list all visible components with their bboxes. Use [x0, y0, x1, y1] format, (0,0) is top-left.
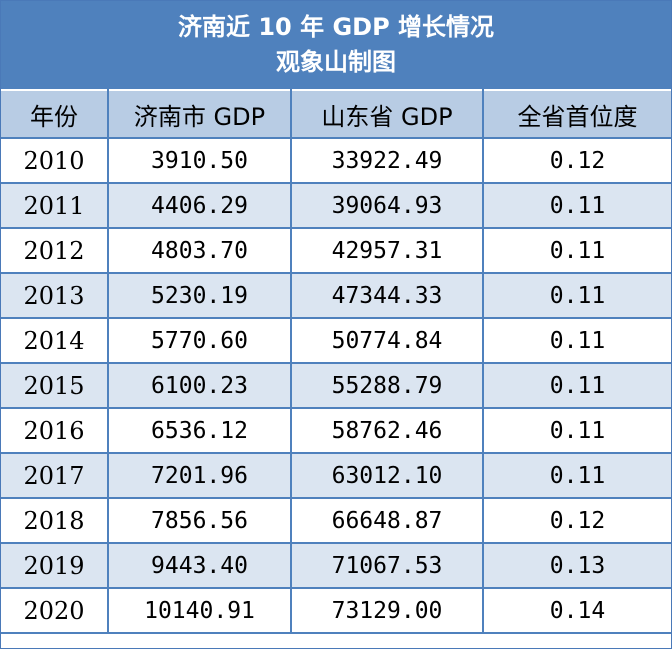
- column-header-year: 年份: [1, 89, 109, 139]
- cell-jinan-gdp: 5770.60: [108, 317, 292, 364]
- cell-primacy: 0.11: [483, 182, 671, 229]
- cell-shandong-gdp: 71067.53: [291, 542, 484, 589]
- table-title: 济南近 10 年 GDP 增长情况: [177, 13, 495, 41]
- cell-jinan-gdp: 5230.19: [108, 272, 292, 319]
- cell-jinan-gdp: 7856.56: [108, 497, 292, 544]
- cell-primacy: 0.12: [483, 137, 671, 184]
- cell-shandong-gdp: 39064.93: [291, 182, 484, 229]
- cell-year: 2014: [1, 317, 109, 364]
- cell-primacy: 0.11: [483, 452, 671, 499]
- cell-jinan-gdp: 9443.40: [108, 542, 292, 589]
- cell-primacy: 0.14: [483, 587, 671, 634]
- table-header-row: 年份 济南市 GDP 山东省 GDP 全省首位度: [1, 89, 671, 139]
- cell-shandong-gdp: 33922.49: [291, 137, 484, 184]
- table-row: 2012 4803.70 42957.31 0.11: [1, 227, 671, 274]
- table-subtitle: 观象山制图: [276, 48, 396, 76]
- table-row: 2010 3910.50 33922.49 0.12: [1, 137, 671, 184]
- cell-jinan-gdp: 7201.96: [108, 452, 292, 499]
- cell-jinan-gdp: 6536.12: [108, 407, 292, 454]
- cell-year: 2020: [1, 587, 109, 634]
- table-row: 2015 6100.23 55288.79 0.11: [1, 362, 671, 409]
- table-row: 2017 7201.96 63012.10 0.11: [1, 452, 671, 499]
- table-title-band: 济南近 10 年 GDP 增长情况 观象山制图: [1, 1, 671, 89]
- cell-primacy: 0.11: [483, 317, 671, 364]
- cell-year: 2012: [1, 227, 109, 274]
- table-body: 2010 3910.50 33922.49 0.12 2011 4406.29 39064.…: [1, 137, 671, 634]
- cell-year: 2019: [1, 542, 109, 589]
- table-row: 2019 9443.40 71067.53 0.13: [1, 542, 671, 589]
- cell-jinan-gdp: 3910.50: [108, 137, 292, 184]
- cell-year: 2011: [1, 182, 109, 229]
- cell-primacy: 0.11: [483, 272, 671, 319]
- cell-primacy: 0.11: [483, 362, 671, 409]
- cell-shandong-gdp: 66648.87: [291, 497, 484, 544]
- cell-shandong-gdp: 42957.31: [291, 227, 484, 274]
- cell-shandong-gdp: 50774.84: [291, 317, 484, 364]
- column-header-primacy: 全省首位度: [483, 89, 671, 139]
- table-row: 2020 10140.91 73129.00 0.14: [1, 587, 671, 634]
- table-row: 2018 7856.56 66648.87 0.12: [1, 497, 671, 544]
- cell-shandong-gdp: 73129.00: [291, 587, 484, 634]
- cell-shandong-gdp: 47344.33: [291, 272, 484, 319]
- cell-shandong-gdp: 63012.10: [291, 452, 484, 499]
- cell-primacy: 0.11: [483, 227, 671, 274]
- cell-jinan-gdp: 6100.23: [108, 362, 292, 409]
- table-row: 2016 6536.12 58762.46 0.11: [1, 407, 671, 454]
- table-row: 2013 5230.19 47344.33 0.11: [1, 272, 671, 319]
- table-row: 2014 5770.60 50774.84 0.11: [1, 317, 671, 364]
- cell-shandong-gdp: 55288.79: [291, 362, 484, 409]
- cell-jinan-gdp: 10140.91: [108, 587, 292, 634]
- cell-primacy: 0.11: [483, 407, 671, 454]
- cell-jinan-gdp: 4406.29: [108, 182, 292, 229]
- cell-year: 2015: [1, 362, 109, 409]
- cell-year: 2016: [1, 407, 109, 454]
- cell-year: 2010: [1, 137, 109, 184]
- gdp-table: 年份 济南市 GDP 山东省 GDP 全省首位度 2010 3910.50 3392…: [1, 89, 671, 634]
- cell-year: 2018: [1, 497, 109, 544]
- cell-primacy: 0.13: [483, 542, 671, 589]
- cell-primacy: 0.12: [483, 497, 671, 544]
- cell-shandong-gdp: 58762.46: [291, 407, 484, 454]
- cell-year: 2017: [1, 452, 109, 499]
- column-header-shandong-gdp: 山东省 GDP: [291, 89, 484, 139]
- cell-year: 2013: [1, 272, 109, 319]
- cell-jinan-gdp: 4803.70: [108, 227, 292, 274]
- table-row: 2011 4406.29 39064.93 0.11: [1, 182, 671, 229]
- column-header-jinan-gdp: 济南市 GDP: [108, 89, 292, 139]
